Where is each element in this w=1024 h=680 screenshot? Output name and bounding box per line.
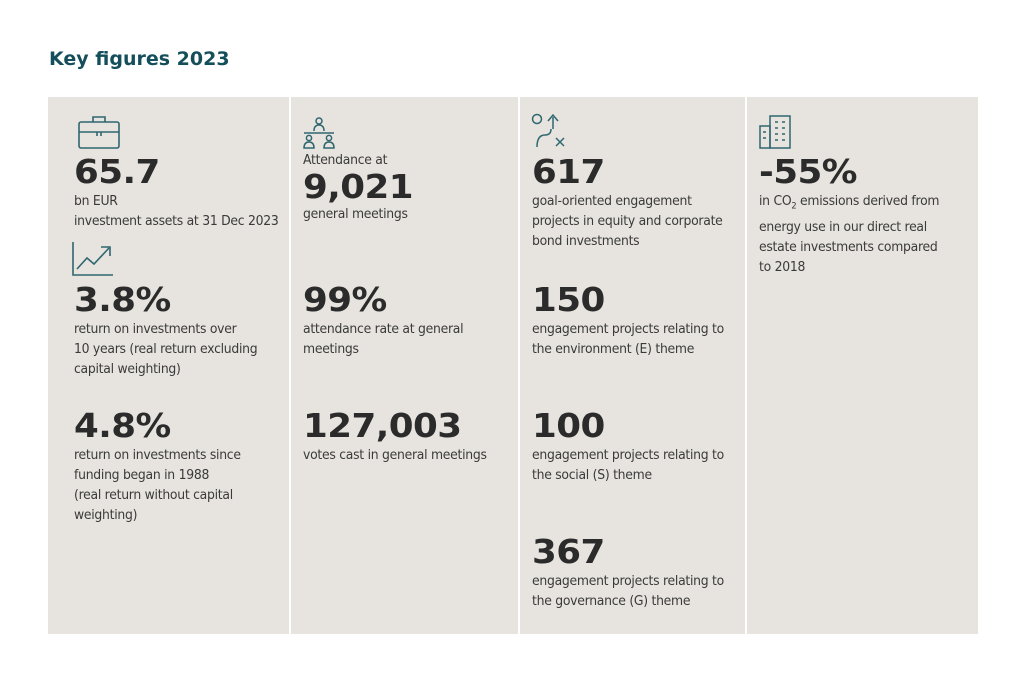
stat-value: -55%	[759, 152, 857, 191]
stat-description: general meetings	[303, 206, 408, 222]
page-title: Key figures 2023	[49, 48, 230, 70]
co2-subscript: 2	[791, 201, 797, 212]
stat-value: 9,021	[303, 167, 414, 206]
co2-prefix: in CO	[759, 193, 792, 209]
stat-votes-cast: 127,003 votes cast in general meetings	[303, 409, 514, 465]
stat-description: investment assets at 31 Dec 2023	[74, 213, 279, 229]
stat-value: 4.8%	[74, 406, 171, 445]
stat-return-10-years: 3.8% return on investments over 10 years…	[74, 283, 285, 379]
stat-value: 127,003	[303, 406, 462, 445]
stat-co2-reduction: -55% in CO2 emissions derived from energ…	[759, 155, 974, 277]
briefcase-icon	[78, 115, 120, 149]
route-target-icon	[531, 113, 567, 149]
stat-environment-projects: 150 engagement projects relating to the …	[532, 283, 741, 359]
stat-description: return on investments since funding bega…	[74, 447, 241, 523]
stat-governance-projects: 367 engagement projects relating to the …	[532, 535, 741, 611]
stat-engagement-projects: 617 goal-oriented engagement projects in…	[532, 155, 741, 251]
stat-description: goal-oriented engagement projects in equ…	[532, 193, 723, 249]
stat-value: 3.8%	[74, 280, 171, 319]
stat-description: in CO2 emissions derived from energy use…	[759, 191, 986, 277]
column-investments: 65.7 bn EUR investment assets at 31 Dec …	[48, 97, 289, 634]
stat-value: 150	[532, 280, 605, 319]
key-figures-panel: 65.7 bn EUR investment assets at 31 Dec …	[48, 97, 978, 634]
column-meetings: Attendance at 9,021 general meetings 99%…	[289, 97, 518, 634]
co2-description: emissions derived from energy use in our…	[759, 193, 940, 275]
stat-description: return on investments over 10 years (rea…	[74, 321, 258, 377]
stat-description: engagement projects relating to the soci…	[532, 447, 724, 483]
stat-investment-assets: 65.7 bn EUR investment assets at 31 Dec …	[74, 155, 285, 231]
column-emissions: -55% in CO2 emissions derived from energ…	[745, 97, 978, 634]
stat-value: 617	[532, 152, 605, 191]
trending-up-chart-icon	[72, 241, 114, 277]
stat-description: engagement projects relating to the envi…	[532, 321, 724, 357]
stat-unit: bn EUR	[74, 193, 118, 209]
stat-description: attendance rate at general meetings	[303, 321, 464, 357]
stat-prefix: Attendance at	[303, 152, 388, 168]
people-meeting-icon	[302, 117, 336, 149]
stat-value: 100	[532, 406, 605, 445]
stat-description: engagement projects relating to the gove…	[532, 573, 724, 609]
column-engagement: 617 goal-oriented engagement projects in…	[518, 97, 745, 634]
stat-attendance-rate: 99% attendance rate at general meetings	[303, 283, 514, 359]
stat-value: 367	[532, 532, 605, 571]
stat-meetings-attended: Attendance at 9,021 general meetings	[303, 151, 514, 224]
stat-social-projects: 100 engagement projects relating to the …	[532, 409, 741, 485]
stat-return-since-1988: 4.8% return on investments since funding…	[74, 409, 285, 525]
stat-description: votes cast in general meetings	[303, 447, 487, 463]
stat-value: 65.7	[74, 152, 160, 191]
office-building-icon	[758, 115, 792, 149]
stat-value: 99%	[303, 280, 387, 319]
